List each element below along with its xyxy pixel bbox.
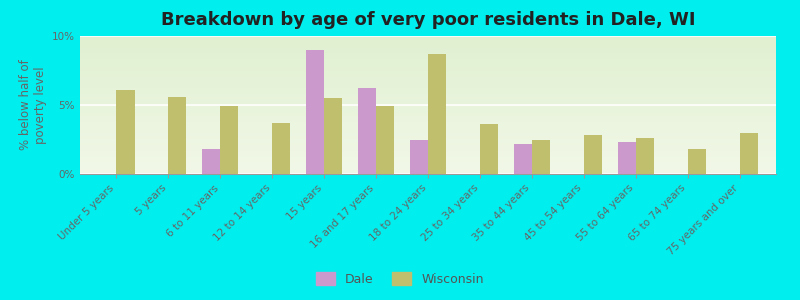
Bar [272,123,290,174]
Bar [618,142,636,174]
Bar [116,90,134,174]
Bar [202,149,220,174]
Bar [514,144,532,174]
Title: Breakdown by age of very poor residents in Dale, WI: Breakdown by age of very poor residents … [161,11,695,29]
Legend: Dale, Wisconsin: Dale, Wisconsin [311,267,489,291]
Bar [480,124,498,174]
Bar [584,135,602,174]
Bar [376,106,394,174]
Bar [532,140,550,174]
Bar [740,133,758,174]
Bar [306,50,324,174]
Bar [324,98,342,174]
Bar [168,97,186,174]
Bar [410,140,428,174]
Bar [220,106,238,174]
Bar [636,138,654,174]
Bar [358,88,376,174]
Bar [428,54,446,174]
Bar [688,149,706,174]
Y-axis label: % below half of
poverty level: % below half of poverty level [18,60,46,150]
